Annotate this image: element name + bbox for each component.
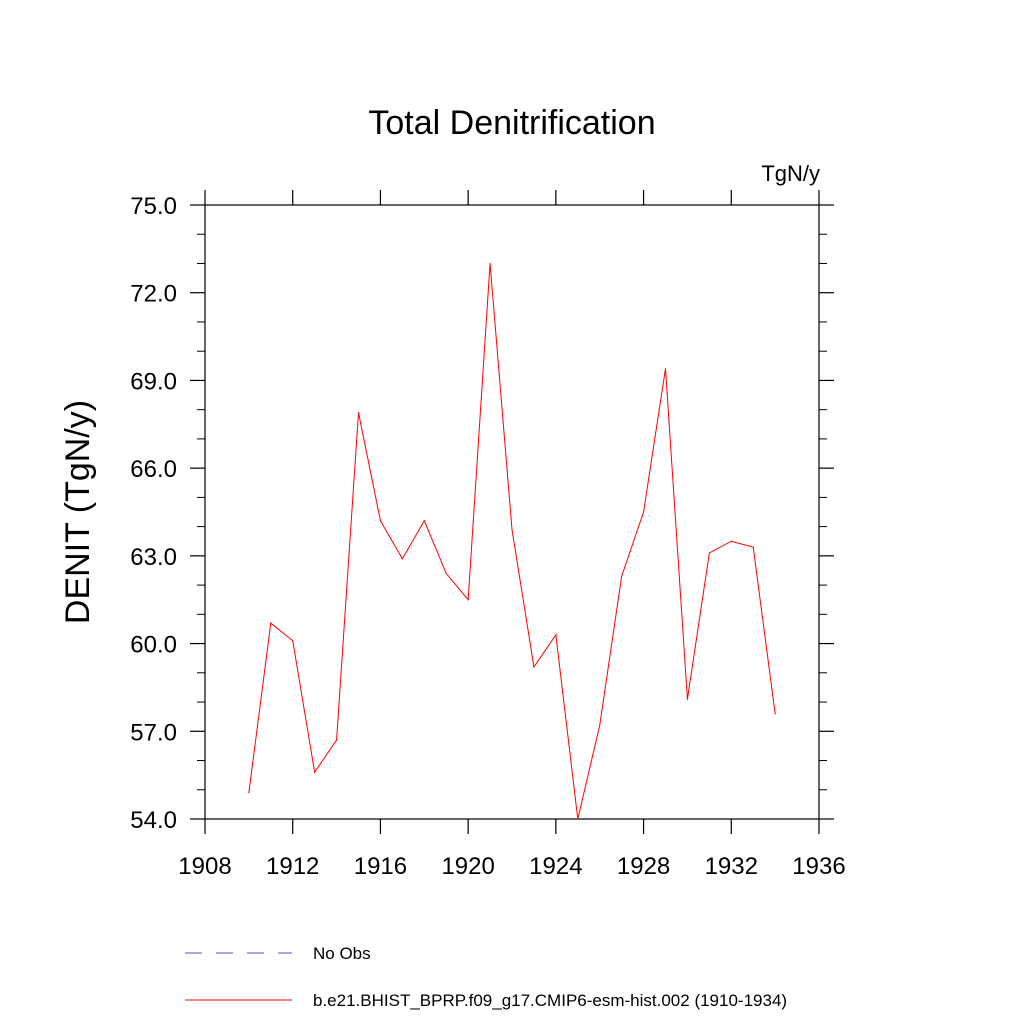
y-axis-label: DENIT (TgN/y) <box>59 400 97 624</box>
data-point <box>708 552 710 554</box>
data-point <box>467 599 469 601</box>
data-point <box>642 511 645 513</box>
data-point <box>423 520 425 522</box>
x-tick-label: 1908 <box>178 853 231 880</box>
x-tick-label: 1920 <box>441 853 494 880</box>
data-point <box>752 546 754 548</box>
data-point <box>664 368 667 370</box>
x-tick-label: 1916 <box>354 853 407 880</box>
data-point <box>357 411 360 414</box>
x-tick-label: 1936 <box>792 853 845 880</box>
units-label: TgN/y <box>761 161 820 186</box>
x-tick-label: 1912 <box>266 853 319 880</box>
data-point <box>621 575 623 577</box>
y-tick-label: 66.0 <box>130 456 177 483</box>
legend-label-model-run: b.e21.BHIST_BPRP.f09_g17.CMIP6-esm-hist.… <box>313 991 787 1010</box>
y-tick-label: 60.0 <box>130 632 177 659</box>
data-point <box>248 792 250 794</box>
data-point <box>292 640 294 642</box>
data-point <box>533 666 535 668</box>
tick-labels: 1908 1912 1916 1920 1924 1928 1932 1936 54.0 57.0… <box>130 193 845 880</box>
data-point <box>379 520 382 522</box>
data-point <box>401 558 403 560</box>
series-lines <box>248 262 776 820</box>
y-tick-label: 75.0 <box>130 193 177 220</box>
y-tick-label: 72.0 <box>130 281 177 308</box>
legend: No Obs b.e21.BHIST_BPRP.f09_g17.CMIP6-es… <box>185 944 787 1010</box>
data-point <box>511 528 513 531</box>
axis-ticks <box>190 190 834 834</box>
data-point <box>577 818 579 820</box>
data-point <box>270 622 272 624</box>
plot-frame <box>204 204 820 820</box>
y-tick-label: 63.0 <box>130 544 177 571</box>
y-tick-label: 69.0 <box>130 368 177 395</box>
x-tick-label: 1932 <box>705 853 758 880</box>
x-tick-label: 1924 <box>529 853 582 880</box>
chart-title: Total Denitrification <box>368 104 655 142</box>
legend-label-no-obs: No Obs <box>313 944 371 963</box>
x-tick-label: 1928 <box>617 853 670 880</box>
data-point <box>335 739 338 741</box>
data-point <box>730 540 732 542</box>
series-line <box>248 263 776 820</box>
data-point <box>314 771 316 773</box>
y-tick-label: 57.0 <box>130 719 177 746</box>
data-point <box>686 698 689 700</box>
data-point <box>599 724 601 727</box>
data-point <box>489 262 491 265</box>
data-point <box>774 713 776 715</box>
y-tick-label: 54.0 <box>130 807 177 834</box>
data-point <box>555 634 557 636</box>
data-point <box>445 572 447 575</box>
